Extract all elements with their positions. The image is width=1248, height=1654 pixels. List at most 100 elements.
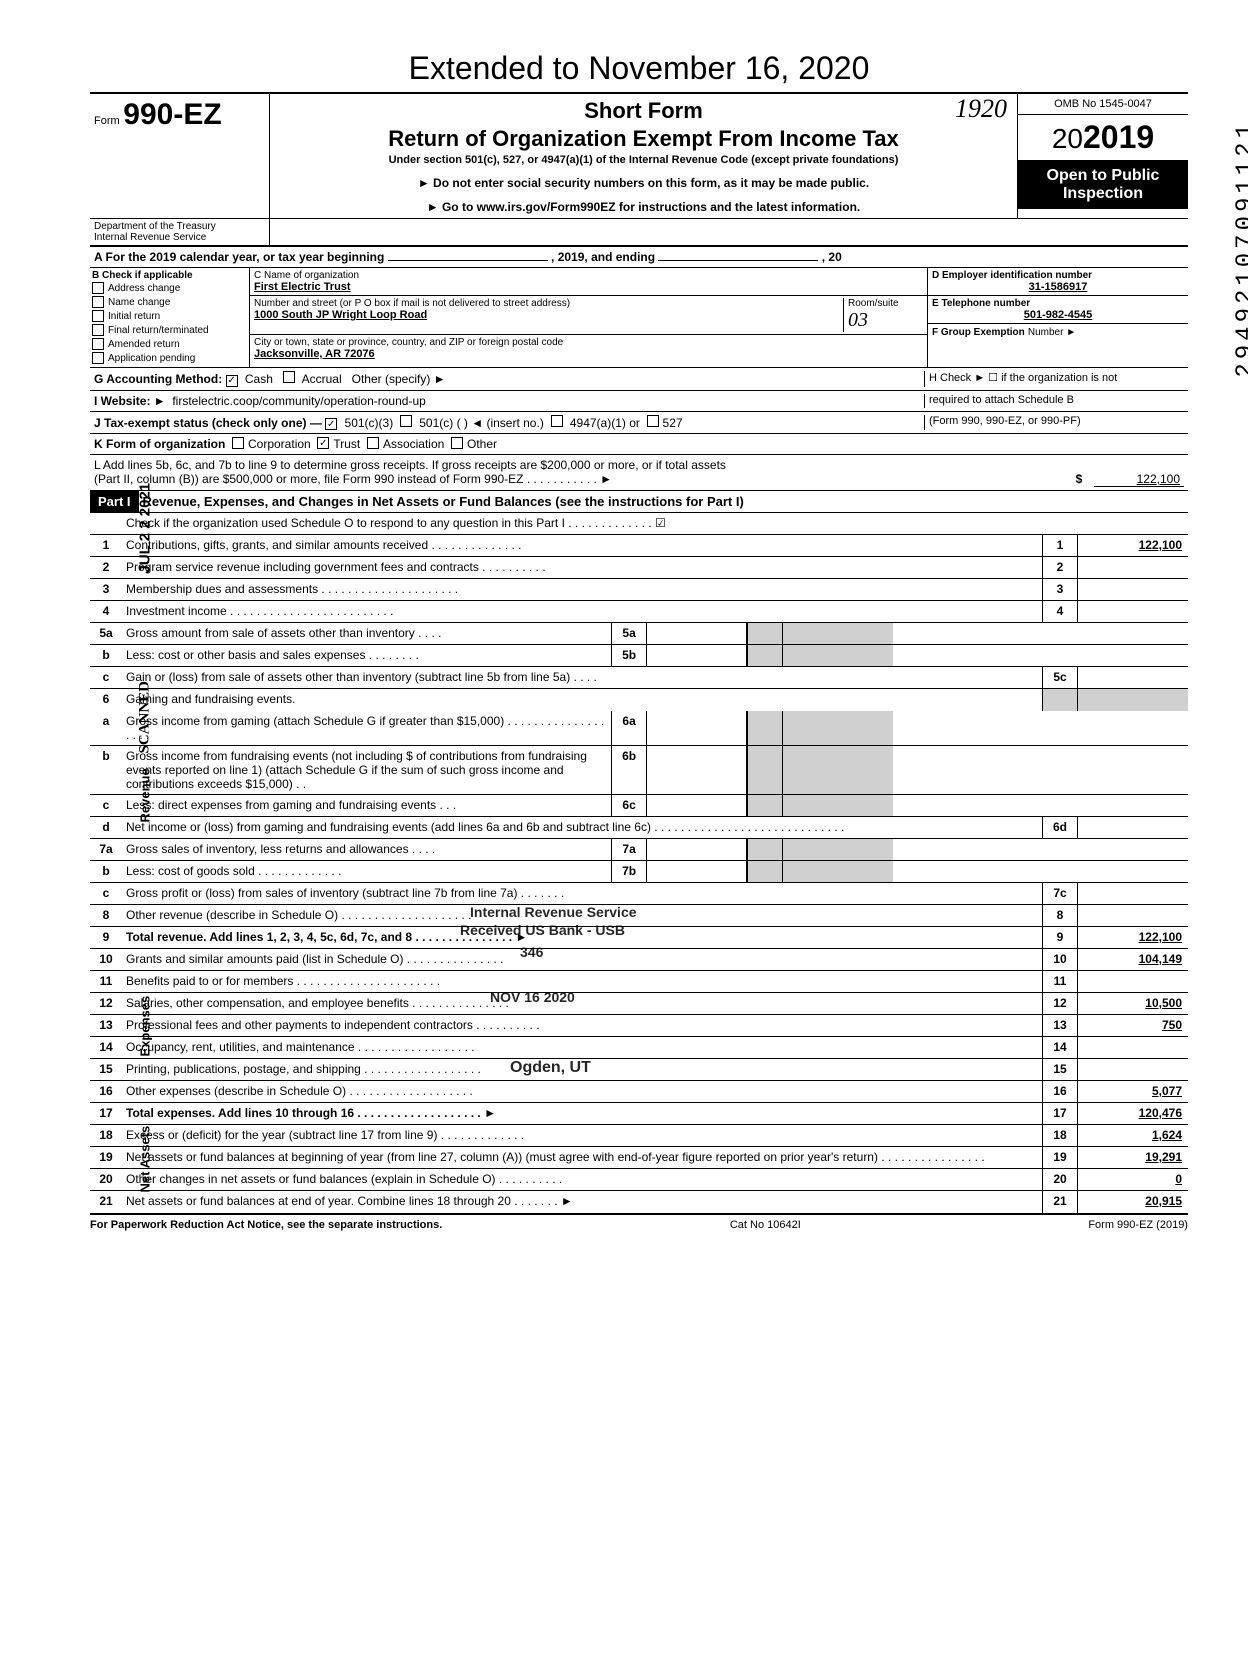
line-7a-shade-amt: [783, 839, 893, 860]
line-14-num: 14: [90, 1037, 122, 1058]
line-5a-shade-amt: [783, 623, 893, 644]
line-6b-shade-amt: [783, 746, 893, 794]
checkbox-corp[interactable]: [232, 437, 244, 449]
line-10-amt: 104,149: [1078, 949, 1188, 970]
stamp-received: Received US Bank - USB: [460, 922, 625, 938]
line-6d-num: d: [90, 817, 122, 838]
checkbox-501c[interactable]: [400, 415, 412, 427]
line-11-num: 11: [90, 971, 122, 992]
line-4-box: 4: [1042, 601, 1078, 622]
checkbox-pending[interactable]: [92, 352, 104, 364]
j-label: J Tax-exempt status (check only one) —: [94, 416, 322, 430]
corp-label: Corporation: [248, 437, 311, 451]
line-4-num: 4: [90, 601, 122, 622]
dept-line1: Department of the Treasury: [94, 221, 265, 232]
assoc-label: Association: [383, 437, 444, 451]
line-a-mid: , 2019, and ending: [551, 250, 655, 264]
checkbox-amended[interactable]: [92, 338, 104, 350]
line-5c-num: c: [90, 667, 122, 688]
checkbox-4947[interactable]: [551, 415, 563, 427]
checkbox-final-return[interactable]: [92, 324, 104, 336]
line-14-desc: Occupancy, rent, utilities, and maintena…: [122, 1037, 1042, 1058]
line-5b-shade: [747, 645, 783, 666]
h-label-1: H Check ► ☐ if the organization is not: [929, 371, 1184, 384]
line-3-amt: [1078, 579, 1188, 600]
checkbox-trust[interactable]: ✓: [317, 437, 329, 449]
expenses-side-label: Expenses: [138, 996, 153, 1057]
line-a-prefix: A For the 2019 calendar year, or tax yea…: [94, 250, 384, 264]
line-5b-num: b: [90, 645, 122, 666]
checkbox-address-change[interactable]: [92, 282, 104, 294]
501c3-label: 501(c)(3): [345, 416, 394, 430]
line-5a-num: 5a: [90, 623, 122, 644]
col-b: B Check if applicable Address change Nam…: [90, 268, 250, 367]
line-16-amt: 5,077: [1078, 1081, 1188, 1102]
line-12-num: 12: [90, 993, 122, 1014]
line-17-amt: 120,476: [1078, 1103, 1188, 1124]
line-15-amt: [1078, 1059, 1188, 1080]
line-1-num: 1: [90, 535, 122, 556]
line-16-box: 16: [1042, 1081, 1078, 1102]
org-city: Jacksonville, AR 72076: [254, 348, 923, 360]
line-20-box: 20: [1042, 1169, 1078, 1190]
line-6c-desc: Less: direct expenses from gaming and fu…: [122, 795, 611, 816]
addr-label: Number and street (or P O box if mail is…: [254, 298, 843, 309]
header-right: OMB No 1545-0047 202019 Open to Public I…: [1018, 94, 1188, 218]
line-21-amt: 20,915: [1078, 1191, 1188, 1213]
line-a-suffix: , 20: [822, 250, 842, 264]
h-label-2: required to attach Schedule B: [929, 394, 1184, 406]
line-5b-subamt: [647, 645, 747, 666]
line-7c-box: 7c: [1042, 883, 1078, 904]
line-18-desc: Excess or (deficit) for the year (subtra…: [122, 1125, 1042, 1146]
4947-label: 4947(a)(1) or: [570, 416, 640, 430]
checkbox-accrual[interactable]: [283, 371, 295, 383]
line-7c-desc: Gross profit or (loss) from sales of inv…: [122, 883, 1042, 904]
checkbox-initial-return[interactable]: [92, 310, 104, 322]
line-20-desc: Other changes in net assets or fund bala…: [122, 1169, 1042, 1190]
checkbox-name-change[interactable]: [92, 296, 104, 308]
line-2-num: 2: [90, 557, 122, 578]
h-label-3: (Form 990, 990-EZ, or 990-PF): [929, 415, 1184, 427]
date-stamp: JUL 2 2 2021: [137, 483, 154, 574]
other-method-label: Other (specify) ►: [352, 372, 446, 386]
line-3-num: 3: [90, 579, 122, 600]
line-18-amt: 1,624: [1078, 1125, 1188, 1146]
checkbox-cash[interactable]: ✓: [226, 375, 238, 387]
form-number: 990-EZ: [123, 98, 221, 131]
schedule-o-check: Check if the organization used Schedule …: [122, 513, 1188, 534]
line-6-desc: Gaming and fundraising events.: [122, 689, 1042, 711]
stamp-ogden: Ogden, UT: [510, 1059, 591, 1077]
ein-value: 31-1586917: [932, 281, 1184, 293]
line-17-num: 17: [90, 1103, 122, 1124]
document-id: 29492107091121: [1233, 120, 1248, 378]
room-label: Room/suite: [848, 298, 923, 309]
line-19-desc: Net assets or fund balances at beginning…: [122, 1147, 1042, 1168]
line-3-box: 3: [1042, 579, 1078, 600]
cb-label-5: Application pending: [108, 353, 195, 364]
line-19-amt: 19,291: [1078, 1147, 1188, 1168]
line-7b-num: b: [90, 861, 122, 882]
line-6b-num: b: [90, 746, 122, 794]
col-c: C Name of organization First Electric Tr…: [250, 268, 928, 367]
revenue-side-label: Revenue: [138, 768, 153, 822]
501c-label: 501(c) (: [419, 416, 460, 430]
line-a: A For the 2019 calendar year, or tax yea…: [90, 247, 1188, 268]
line-7c-num: c: [90, 883, 122, 904]
no-ssn-note: ► Do not enter social security numbers o…: [278, 176, 1009, 190]
checkbox-other-org[interactable]: [451, 437, 463, 449]
checkbox-527[interactable]: [647, 415, 659, 427]
tax-year: 202019: [1018, 115, 1188, 161]
footer-right: Form 990-EZ (2019): [1088, 1219, 1188, 1231]
checkbox-assoc[interactable]: [367, 437, 379, 449]
checkbox-501c3[interactable]: ✓: [325, 418, 337, 430]
line-6-shade-amt: [1078, 689, 1188, 711]
room-value: 03: [848, 309, 923, 332]
line-6b-sub: 6b: [611, 746, 647, 794]
part-1-header: Part I: [90, 491, 139, 512]
footer-left: For Paperwork Reduction Act Notice, see …: [90, 1219, 442, 1231]
cb-label-1: Name change: [108, 297, 170, 308]
line-7a-subamt: [647, 839, 747, 860]
line-20-amt: 0: [1078, 1169, 1188, 1190]
line-5b-desc: Less: cost or other basis and sales expe…: [122, 645, 611, 666]
ein-label: D Employer identification number: [932, 270, 1184, 281]
